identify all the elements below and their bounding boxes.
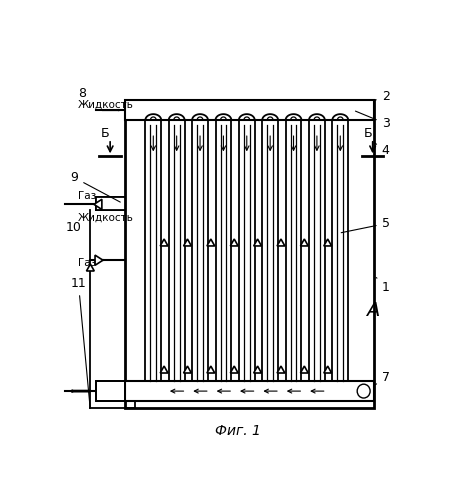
Text: Газ: Газ <box>78 192 96 202</box>
Polygon shape <box>86 264 94 271</box>
Text: 9: 9 <box>70 172 120 202</box>
Text: Б: Б <box>363 127 371 140</box>
Text: 1: 1 <box>375 278 388 293</box>
Polygon shape <box>124 100 374 119</box>
Text: 7: 7 <box>374 371 389 386</box>
Polygon shape <box>183 366 191 373</box>
Text: 8: 8 <box>78 86 86 100</box>
Polygon shape <box>230 366 238 373</box>
Text: Фиг. 1: Фиг. 1 <box>214 424 260 438</box>
Text: Б: Б <box>101 127 110 140</box>
Polygon shape <box>230 239 238 246</box>
Polygon shape <box>206 239 214 246</box>
Polygon shape <box>94 200 102 209</box>
Polygon shape <box>276 239 284 246</box>
Text: 10: 10 <box>65 222 81 234</box>
Polygon shape <box>300 366 307 373</box>
Polygon shape <box>124 382 374 400</box>
Polygon shape <box>253 366 261 373</box>
Text: 4: 4 <box>374 143 388 157</box>
Polygon shape <box>276 366 284 373</box>
Polygon shape <box>183 239 191 246</box>
Text: 5: 5 <box>340 217 389 232</box>
Polygon shape <box>323 366 331 373</box>
Text: Жидкость: Жидкость <box>78 213 133 223</box>
Polygon shape <box>323 239 331 246</box>
Polygon shape <box>206 366 214 373</box>
Polygon shape <box>160 239 168 246</box>
Polygon shape <box>95 255 103 266</box>
Polygon shape <box>124 100 374 408</box>
Text: А: А <box>365 300 379 320</box>
Text: 11: 11 <box>70 277 90 407</box>
Polygon shape <box>95 382 124 400</box>
Polygon shape <box>95 196 124 210</box>
Text: 2: 2 <box>374 90 388 103</box>
Text: Газ: Газ <box>78 258 96 268</box>
Polygon shape <box>160 366 168 373</box>
Text: 3: 3 <box>355 111 388 130</box>
Polygon shape <box>253 239 261 246</box>
Polygon shape <box>300 239 307 246</box>
Text: Жидкость: Жидкость <box>78 100 133 110</box>
